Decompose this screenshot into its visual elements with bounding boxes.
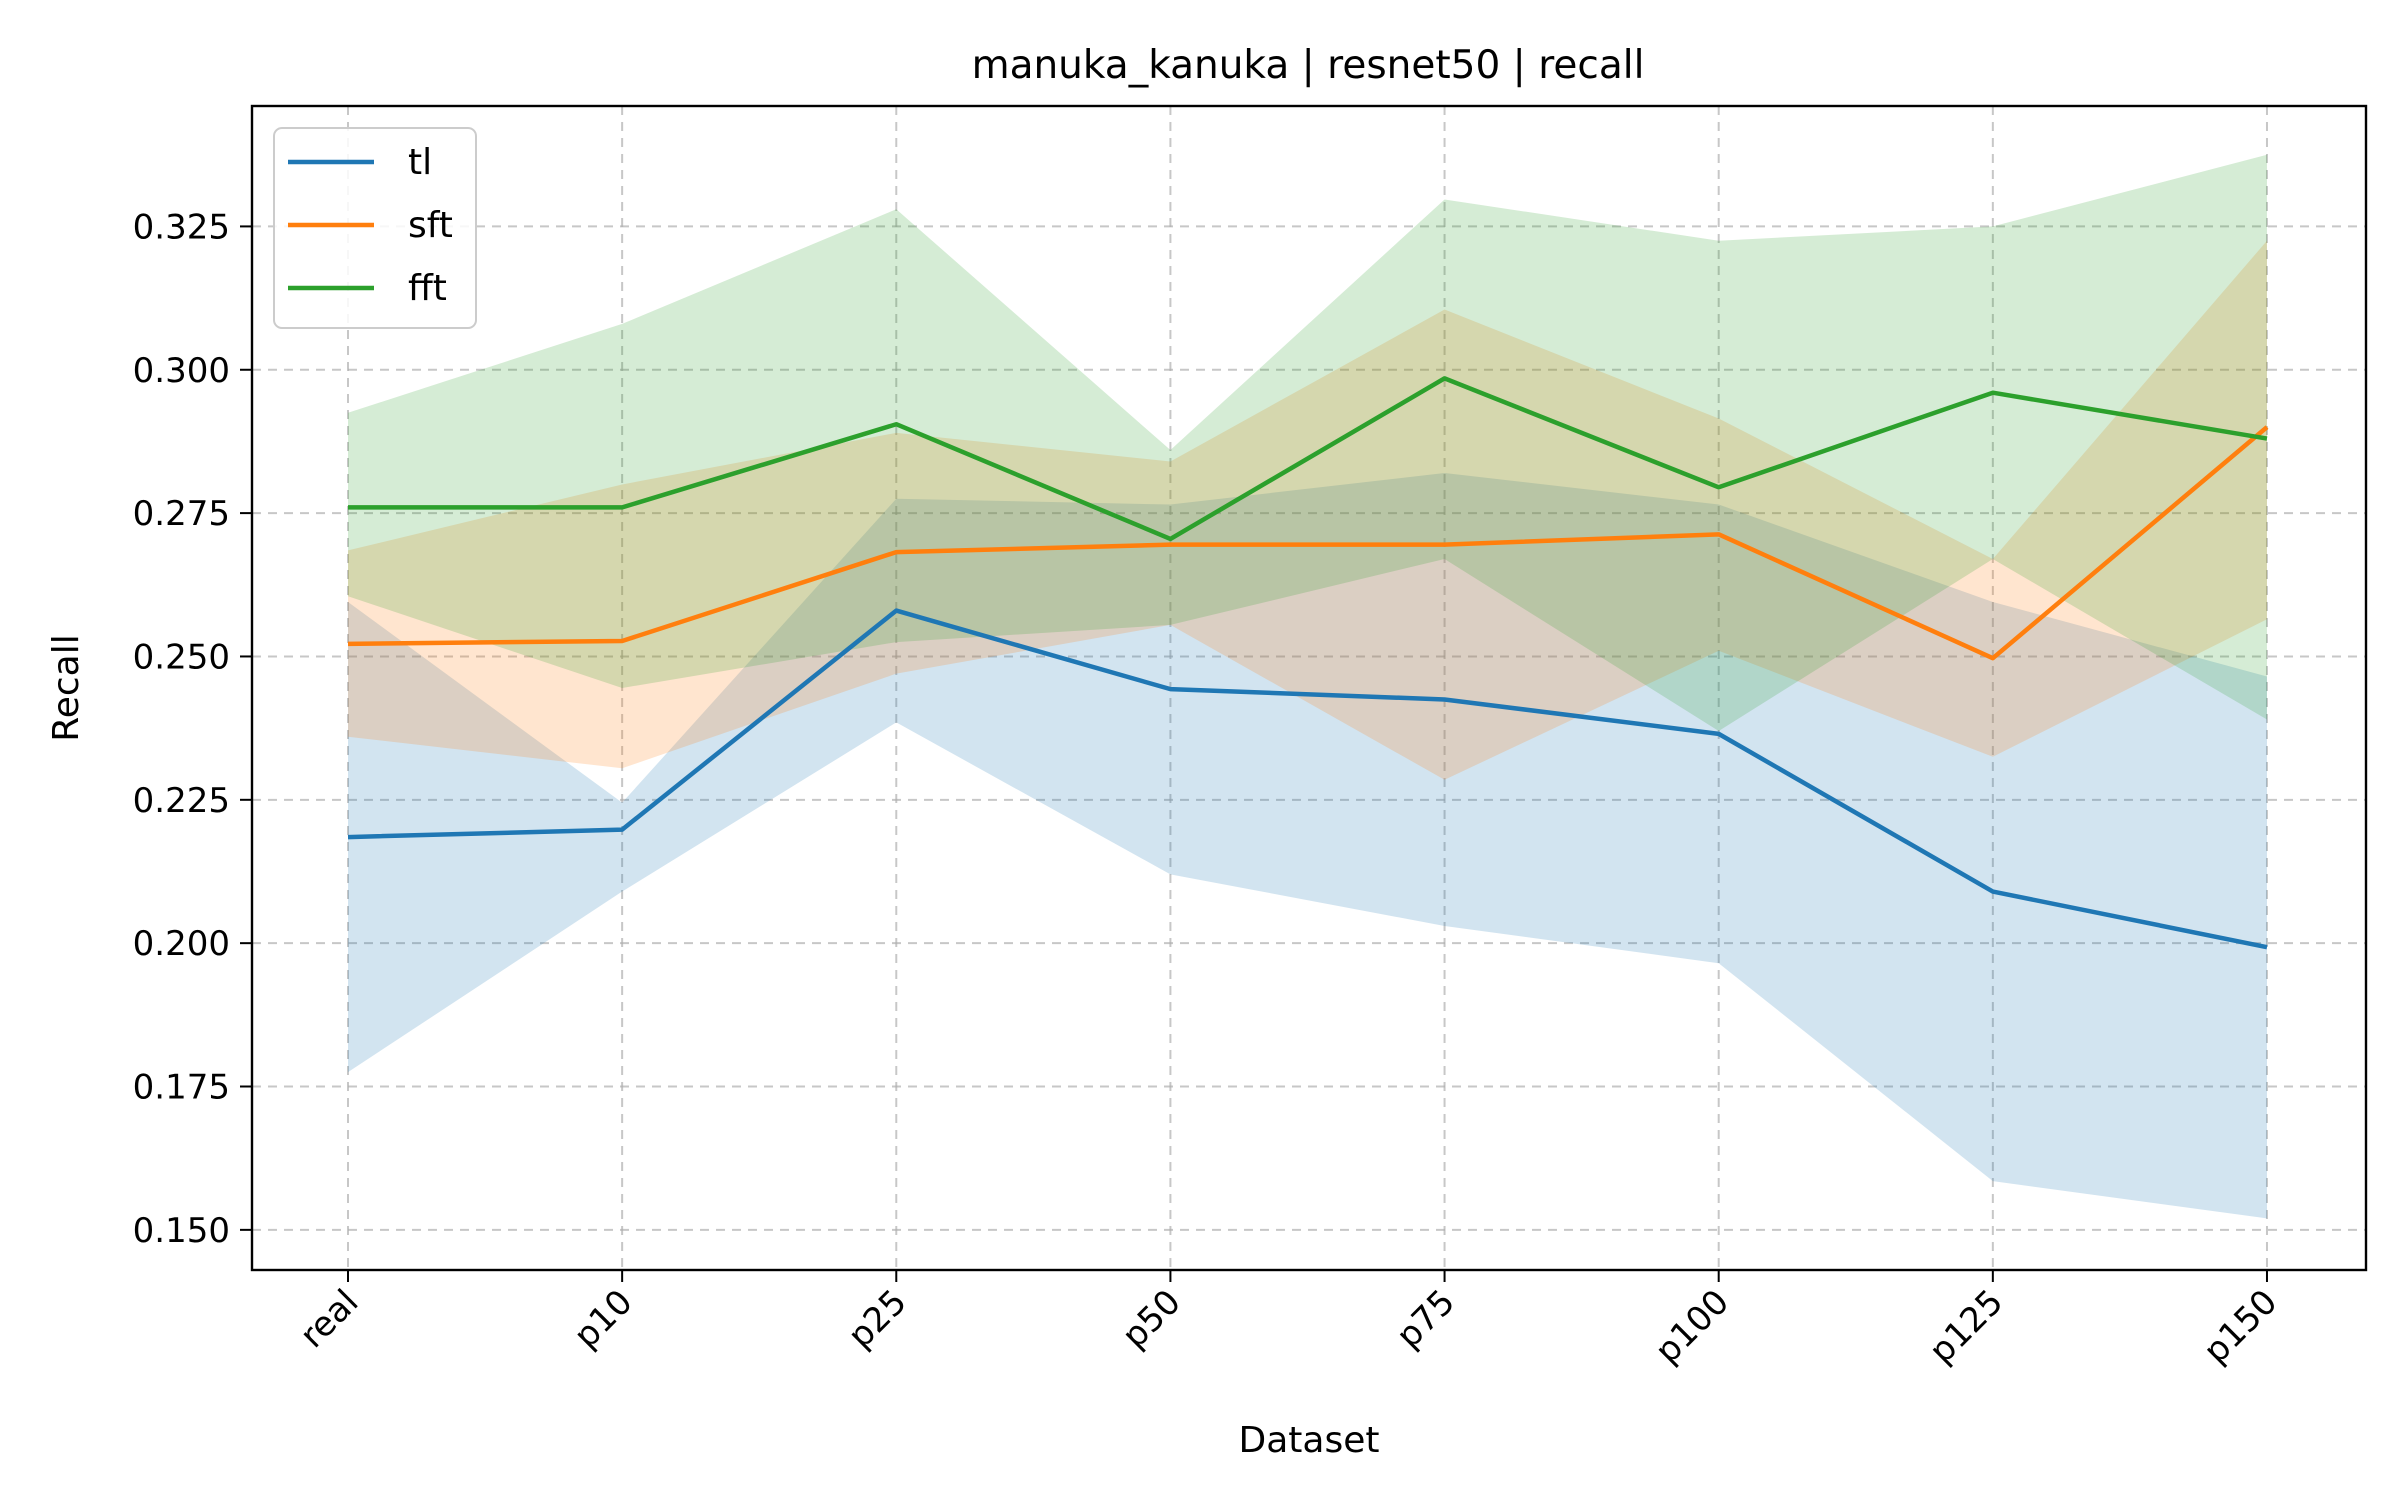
legend-items: tl sft fft — [288, 142, 453, 309]
y-axis-ticks: 0.150 0.175 0.200 0.225 0.250 0.275 0.300 0.325 — [133, 207, 252, 1251]
y-tick-label: 0.325 — [133, 207, 230, 247]
band-fft — [348, 154, 2267, 732]
y-tick-label: 0.275 — [133, 494, 230, 534]
y-axis-label: Recall — [46, 634, 87, 741]
x-axis-label: Dataset — [1239, 1420, 1380, 1461]
y-tick-label: 0.150 — [133, 1211, 230, 1251]
band-sft — [348, 240, 2267, 780]
y-tick-label: 0.225 — [133, 781, 230, 821]
band-tl — [348, 472, 2267, 1219]
legend-label-sft: sft — [408, 205, 453, 246]
legend-box — [273, 127, 477, 329]
chart-title: manuka_kanuka | resnet50 | recall — [972, 43, 1645, 88]
confidence-bands — [348, 154, 2267, 1219]
plot-frame — [250, 104, 2368, 1272]
line-fft — [348, 376, 2268, 542]
legend-label-fft: fft — [408, 268, 447, 309]
y-tick-label: 0.200 — [133, 924, 230, 964]
series-lines — [347, 376, 2269, 950]
line-sft — [347, 425, 2269, 661]
legend: tl sft fft — [273, 127, 477, 329]
y-tick-label: 0.300 — [133, 351, 230, 391]
y-tick-label: 0.175 — [133, 1068, 230, 1108]
legend-label-tl: tl — [408, 142, 432, 183]
line-tl — [347, 608, 2268, 950]
y-tick-label: 0.250 — [133, 637, 230, 677]
